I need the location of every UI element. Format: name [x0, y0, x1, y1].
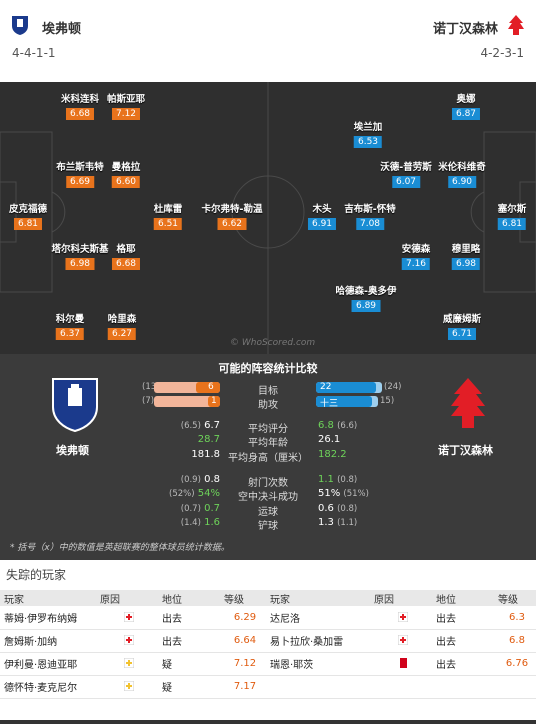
col-reason: 原因 [96, 590, 158, 606]
col-status: 地位 [158, 590, 220, 606]
away-player[interactable]: 沃德-普劳斯 6.07 [380, 162, 432, 188]
lineup-comparison-panel: 可能的阵容统计比较 埃弗顿 诺丁汉森林 (13 6 目标 22 (24) (7)… [0, 354, 536, 560]
stat-row-avg-rating: (6.5) 6.7 平均评分 6.8 (6.6) [180, 420, 358, 435]
missing-players-title: 失踪的玩家 [6, 568, 67, 582]
rating-value: 6.3 [494, 606, 536, 630]
away-player[interactable]: 塞尔斯 6.81 [497, 204, 527, 230]
stat-row-shots: (0.9) 0.8 射门次数 1.1 (0.8) [180, 474, 358, 489]
table-row: 蒂姆·伊罗布纳姆 出去 6.29 达尼洛 出去 6.3 [0, 606, 536, 630]
stat-row-tackles: (1.4) 1.6 铲球 1.3 (1.1) [180, 517, 358, 532]
home-team-label: 埃弗顿 [56, 444, 89, 457]
away-player[interactable]: 吉布斯-怀特 7.08 [344, 204, 396, 230]
player-link[interactable]: 蒂姆·伊罗布纳姆 [0, 606, 96, 630]
match-header: 埃弗顿 4-4-1-1 诺丁汉森林 4-2-3-1 [0, 0, 536, 82]
away-team-label: 诺丁汉森林 [438, 444, 493, 457]
rating-value: 6.8 [494, 629, 536, 653]
player-link[interactable]: 瑞恩·耶茨 [266, 652, 370, 676]
rating-value: 6.76 [494, 652, 536, 676]
home-player[interactable]: 塔尔科夫斯基 6.98 [51, 244, 109, 270]
nottingham-forest-crest-icon [508, 15, 524, 35]
status-text: 出去 [158, 606, 220, 630]
stat-row-avg-age: 28.7 平均年龄 26.1 [197, 434, 341, 449]
status-text: 疑 [158, 675, 220, 699]
away-player[interactable]: 安德森 7.16 [401, 244, 431, 270]
away-player[interactable]: 威廉姆斯 6.71 [442, 314, 482, 340]
home-player[interactable]: 卡尔弗特-勒温 6.62 [201, 204, 263, 230]
away-team-name[interactable]: 诺丁汉森林 [432, 22, 498, 37]
player-link[interactable]: 詹姆斯·加纳 [0, 629, 96, 653]
status-text: 出去 [432, 629, 494, 653]
col-rating: 等级 [494, 590, 536, 606]
missing-players-table: 玩家 原因 地位 等级 玩家 原因 地位 等级 蒂姆·伊罗布纳姆 出去 6.29… [0, 590, 536, 699]
col-reason: 原因 [370, 590, 432, 606]
stat-row-assists: (7) 1 助攻 十三 15) [142, 396, 395, 411]
rating-value: 7.12 [220, 652, 266, 676]
player-link[interactable]: 德怀特·麦克尼尔 [0, 675, 96, 699]
table-row: 德怀特·麦克尼尔 疑 7.17 [0, 675, 536, 699]
table-row: 伊利曼·恩迪亚耶 疑 7.12 瑞恩·耶茨 出去 6.76 [0, 652, 536, 676]
doubtful-icon [124, 658, 134, 668]
home-player[interactable]: 米科连科 6.68 [60, 94, 100, 120]
home-player[interactable]: 科尔曼 6.37 [55, 314, 85, 340]
status-text: 出去 [432, 606, 494, 630]
player-link[interactable]: 易卜拉欣·桑加雷 [266, 629, 370, 653]
status-text: 出去 [158, 629, 220, 653]
stat-row-avg-height: 181.8 平均身高（厘米） 182.2 [191, 449, 347, 464]
red-card-icon [400, 658, 407, 668]
lineup-pitch: 米科连科 6.68 帕斯亚耶 7.12 布兰斯韦特 6.69 曼格拉 6.60 皮克福德… [0, 82, 536, 354]
table-header-row: 玩家 原因 地位 等级 玩家 原因 地位 等级 [0, 590, 536, 606]
home-player[interactable]: 布兰斯韦特 6.69 [56, 162, 104, 188]
col-status: 地位 [432, 590, 494, 606]
stat-row-aerials: (52%) 54% 空中决斗成功 51% (51%) [169, 488, 369, 503]
stat-row-dribbles: (0.7) 0.7 运球 0.6 (0.8) [180, 503, 358, 518]
table-row: 詹姆斯·加纳 出去 6.64 易卜拉欣·桑加雷 出去 6.8 [0, 629, 536, 653]
injury-icon [398, 611, 408, 622]
player-link[interactable]: 伊利曼·恩迪亚耶 [0, 652, 96, 676]
everton-crest-icon [52, 378, 98, 432]
away-formation: 4-2-3-1 [480, 46, 524, 60]
home-player[interactable]: 格耶 6.68 [111, 244, 141, 270]
home-player[interactable]: 杜库雷 6.51 [153, 204, 183, 230]
home-player[interactable]: 哈里森 6.27 [107, 314, 137, 340]
everton-crest-icon [12, 16, 28, 35]
away-player[interactable]: 木头 6.91 [307, 204, 337, 230]
nottingham-forest-crest-icon [451, 378, 485, 428]
home-team-name[interactable]: 埃弗顿 [42, 22, 82, 37]
comparison-note: * 括号（x）中的数值是英超联赛的整体球员统计数据。 [10, 543, 230, 553]
player-link[interactable]: 达尼洛 [266, 606, 370, 630]
injury-icon [124, 635, 134, 645]
pitch-lines [0, 82, 536, 354]
away-player[interactable]: 奥娜 6.87 [451, 94, 481, 120]
injury-icon [398, 635, 408, 645]
col-rating: 等级 [220, 590, 266, 606]
home-player[interactable]: 皮克福德 6.81 [8, 204, 48, 230]
doubtful-icon [124, 681, 134, 691]
away-player[interactable]: 埃兰加 6.53 [353, 122, 383, 148]
watermark: © WhoScored.com [230, 338, 316, 348]
missing-players-panel: 失踪的玩家 玩家 原因 地位 等级 玩家 原因 地位 等级 蒂姆·伊罗布纳姆 出… [0, 560, 536, 724]
away-player[interactable]: 穆里略 6.98 [451, 244, 481, 270]
home-player[interactable]: 曼格拉 6.60 [111, 162, 141, 188]
status-text: 出去 [432, 652, 494, 676]
injury-icon [124, 611, 134, 622]
rating-value: 7.17 [220, 675, 266, 699]
stat-row-goals: (13 6 目标 22 (24) [142, 382, 402, 397]
home-formation: 4-4-1-1 [12, 46, 56, 60]
rating-value: 6.64 [220, 629, 266, 653]
away-player[interactable]: 米伦科维奇 6.90 [438, 162, 486, 188]
comparison-title: 可能的阵容统计比较 [218, 362, 318, 375]
away-player[interactable]: 哈德森-奥多伊 6.89 [335, 286, 397, 312]
col-player: 玩家 [266, 590, 370, 606]
home-player[interactable]: 帕斯亚耶 7.12 [106, 94, 146, 120]
status-text: 疑 [158, 652, 220, 676]
col-player: 玩家 [0, 590, 96, 606]
bottom-bar [0, 720, 536, 724]
rating-value: 6.29 [220, 606, 266, 630]
